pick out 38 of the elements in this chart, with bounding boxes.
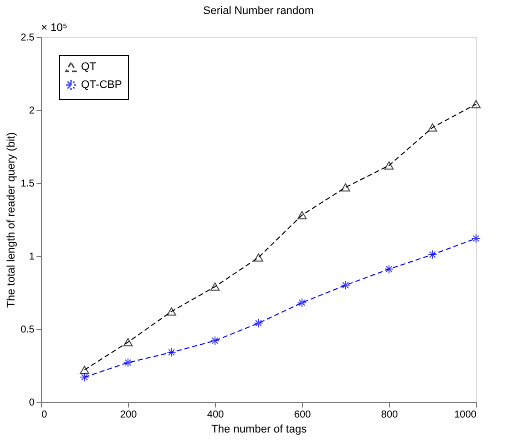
y-tick-label: 1	[28, 252, 35, 262]
x-tick-label: 0	[42, 410, 48, 420]
x-tick-label: 400	[207, 410, 224, 420]
point	[80, 372, 90, 382]
x-tick-label: 200	[120, 410, 138, 420]
y-tick-label: 0.5	[20, 324, 35, 336]
point	[166, 307, 176, 316]
x-tick-label: 800	[381, 410, 398, 420]
point	[166, 348, 176, 358]
chart-title: Serial Number random	[203, 5, 314, 17]
point	[428, 123, 438, 132]
y-axis-title: The total length of reader query (bit)	[6, 132, 18, 308]
point	[80, 366, 90, 374]
point	[471, 100, 481, 108]
point	[428, 250, 438, 260]
x-axis-title: The number of tags	[211, 424, 308, 436]
point	[340, 280, 350, 290]
text: × 10⁵	[41, 22, 68, 34]
x-tick-label: 1000	[454, 410, 477, 420]
point	[297, 210, 307, 220]
point	[471, 234, 481, 244]
point	[384, 264, 394, 274]
y-tick-label: 2	[28, 106, 35, 116]
point	[297, 298, 307, 308]
point	[384, 161, 394, 170]
y-tick-label: 1.5	[20, 178, 35, 190]
point	[254, 318, 264, 328]
point	[123, 358, 133, 368]
point	[210, 336, 220, 346]
legend-label: QT-CBP	[81, 79, 122, 91]
y-tick-label: 0	[28, 398, 35, 408]
x-tick-label: 600	[294, 410, 312, 420]
point	[123, 338, 133, 346]
point	[340, 183, 350, 192]
point	[210, 282, 220, 291]
y-tick-label: 2.5	[20, 32, 35, 44]
legend-label: QT	[81, 61, 97, 73]
point	[254, 253, 264, 262]
